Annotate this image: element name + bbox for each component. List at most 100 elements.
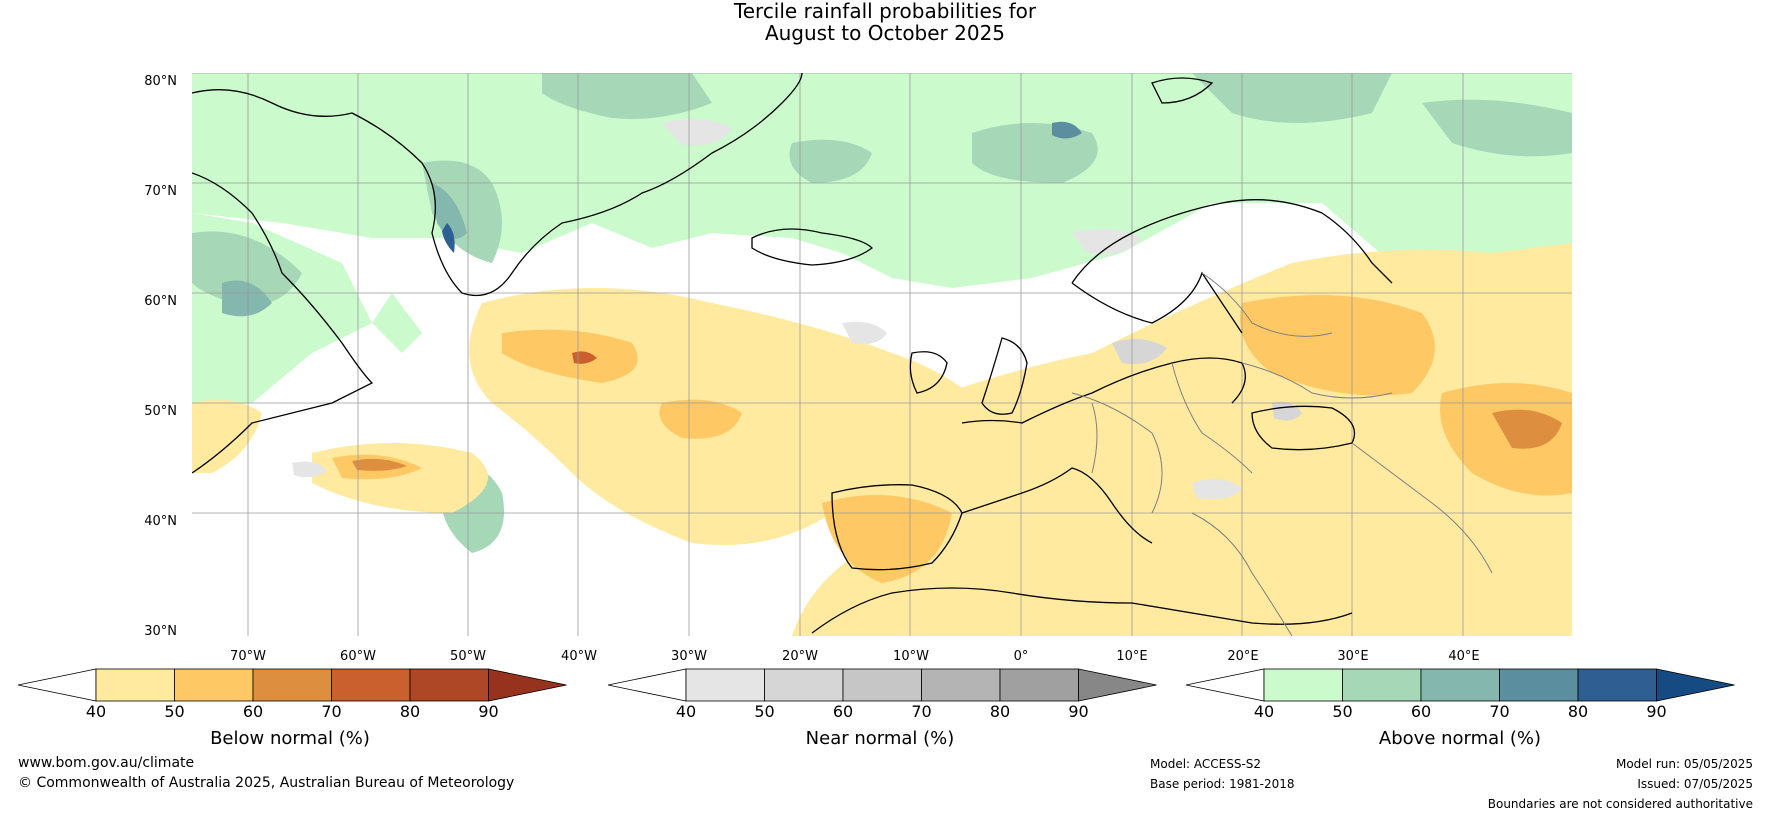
map-graticule	[192, 73, 1572, 636]
svalbard-coast	[1151, 77, 1214, 104]
colorbar-tick-label: 60	[832, 702, 854, 721]
lon-label: 20°E	[1227, 649, 1259, 664]
above-normal-region	[432, 183, 467, 239]
lat-label: 70°N	[144, 184, 177, 199]
colorbar-segment	[1263, 668, 1343, 702]
model-run-date: Model run: 05/05/2025	[1615, 757, 1753, 771]
above-normal-region	[789, 139, 872, 183]
colorbar-segment	[331, 668, 411, 702]
lon-label: 20°W	[782, 649, 818, 664]
issued-date: Issued: 07/05/2025	[1637, 777, 1753, 791]
base-period: Base period: 1981-2018	[1150, 777, 1295, 791]
model-name: Model: ACCESS-S2	[1150, 757, 1262, 771]
lon-label: 40°W	[561, 649, 597, 664]
british-isles-coast	[981, 337, 1028, 415]
lat-label: 60°N	[144, 294, 177, 309]
above-normal-region	[542, 73, 712, 119]
colorbar-tick-label: 90	[1068, 702, 1089, 721]
colorbar-tick-label: 40	[675, 702, 697, 721]
colorbar-tick-label: 70	[321, 702, 342, 721]
above-normal-region	[192, 73, 1572, 288]
colorbar-segment	[95, 668, 175, 702]
colorbar-segment	[999, 668, 1079, 702]
lat-label: 30°N	[144, 624, 177, 639]
above-normal-region	[222, 280, 272, 317]
below-normal-region	[1492, 409, 1562, 449]
lon-label: 30°E	[1337, 649, 1369, 664]
colorbar-tick-label: 50	[754, 702, 775, 721]
below-normal-colorbar-title: Below normal (%)	[210, 728, 370, 749]
colorbar-segment	[409, 668, 489, 702]
colorbar-extend-high	[488, 668, 567, 702]
colorbar-extend-high	[1656, 668, 1735, 702]
colorbar-segment	[252, 668, 332, 702]
iberia-coast	[831, 484, 963, 571]
lon-label: 70°W	[230, 649, 266, 664]
lat-label: 80°N	[144, 74, 177, 89]
below-normal-region	[192, 399, 262, 473]
lon-label: 10°W	[893, 649, 929, 664]
colorbar-tick-label: 80	[989, 702, 1011, 721]
near-normal-colorbar-title: Near normal (%)	[805, 728, 955, 749]
iceland-coast	[751, 228, 873, 266]
colorbar-tick-label: 50	[164, 702, 185, 721]
colorbar-tick-label: 40	[1253, 702, 1275, 721]
lon-label: 10°E	[1116, 649, 1148, 664]
above-normal-colorbar	[1185, 668, 1735, 702]
below-normal-region	[822, 495, 952, 583]
near-normal-region	[842, 321, 887, 345]
below-normal-colorbar	[17, 668, 567, 702]
colorbar-extend-high	[1078, 668, 1157, 702]
coastlines	[192, 73, 1393, 634]
near-normal-region	[1072, 229, 1142, 254]
above-normal-region	[422, 160, 502, 263]
colorbar-tick-label: 80	[1567, 702, 1589, 721]
lon-label: 60°W	[340, 649, 376, 664]
lon-label: 40°E	[1448, 649, 1480, 664]
near-normal-region	[662, 119, 732, 146]
british-isles-coast	[909, 351, 948, 394]
lat-label: 50°N	[144, 404, 177, 419]
lon-label: 0°	[1013, 649, 1029, 664]
colorbar-extend-low	[1185, 668, 1265, 702]
colorbar-tick-label: 50	[1332, 702, 1353, 721]
colorbar-segment	[764, 668, 844, 702]
colorbar-segment	[1499, 668, 1579, 702]
colorbar-segment	[1342, 668, 1422, 702]
colorbar-segment	[842, 668, 922, 702]
colorbar-tick-label: 80	[399, 702, 421, 721]
near-normal-region	[1112, 339, 1167, 364]
above-normal-region	[192, 231, 302, 305]
boundaries-disclaimer: Boundaries are not considered authoritat…	[1487, 797, 1753, 811]
website-url: www.bom.gov.au/climate	[18, 755, 195, 771]
colorbar-tick-label: 60	[242, 702, 264, 721]
colorbar-segment	[1577, 668, 1657, 702]
lon-label: 30°W	[671, 649, 707, 664]
near-normal-region	[292, 461, 327, 478]
colorbar-tick-label: 70	[1489, 702, 1510, 721]
colorbar-segment	[1420, 668, 1500, 702]
greenland-coast	[192, 73, 803, 297]
country-borders	[1071, 272, 1493, 636]
colorbar-extend-low	[607, 668, 687, 702]
colorbar-tick-label: 90	[1646, 702, 1667, 721]
above-normal-region	[1052, 121, 1082, 139]
colorbar-tick-label: 70	[911, 702, 932, 721]
colorbar-segment	[685, 668, 765, 702]
mediterranean-coast	[961, 467, 1153, 544]
lon-label: 50°W	[450, 649, 486, 664]
above-normal-region	[372, 293, 422, 353]
above-normal-colorbar-title: Above normal (%)	[1378, 728, 1542, 749]
scandinavia-coast	[1071, 271, 1243, 334]
below-normal-region	[352, 458, 407, 471]
lat-label: 40°N	[144, 514, 177, 529]
near-normal-colorbar	[607, 668, 1157, 702]
canada-coast	[192, 172, 374, 474]
colorbar-extend-low	[17, 668, 97, 702]
colorbars	[17, 668, 1735, 702]
north-africa-coast	[811, 587, 1353, 634]
rainfall-probability-map	[192, 73, 1572, 636]
map-title-line2: August to October 2025	[764, 21, 1006, 45]
colorbar-tick-label: 60	[1410, 702, 1432, 721]
below-normal-region	[659, 399, 742, 439]
